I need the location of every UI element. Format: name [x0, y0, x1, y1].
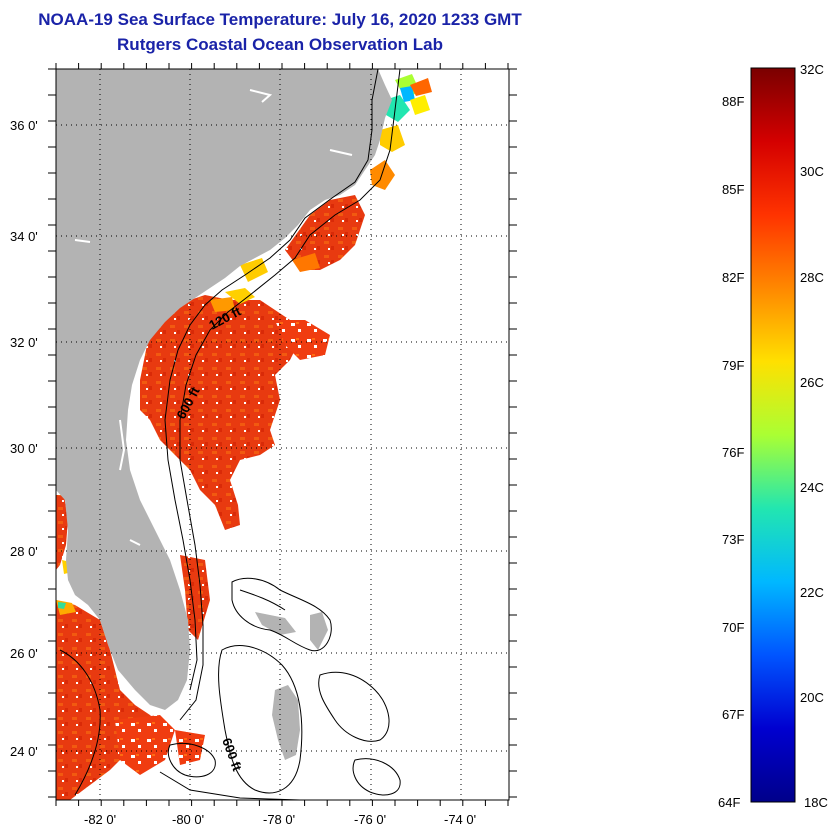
celsius-label: 24C — [800, 480, 824, 495]
fahrenheit-label: 76F — [722, 445, 745, 460]
lon-label: -80 0' — [172, 812, 204, 827]
celsius-label: 22C — [800, 585, 824, 600]
fahrenheit-label: 85F — [722, 182, 745, 197]
lat-label: 26 0' — [10, 646, 38, 661]
graticule — [56, 69, 509, 800]
fahrenheit-label: 73F — [722, 532, 745, 547]
fahrenheit-label: 64F — [718, 795, 741, 810]
latitude-labels: 36 0' 34 0' 32 0' 30 0' 28 0' 26 0' 24 0… — [10, 118, 38, 759]
lon-label: -76 0' — [354, 812, 386, 827]
celsius-label: 28C — [800, 270, 824, 285]
lon-label: -74 0' — [444, 812, 476, 827]
lat-label: 30 0' — [10, 441, 38, 456]
fahrenheit-label: 67F — [722, 707, 745, 722]
celsius-label: 26C — [800, 375, 824, 390]
fahrenheit-label: 70F — [722, 620, 745, 635]
lon-label: -82 0' — [84, 812, 116, 827]
bahamas-grand-bahama — [255, 612, 296, 635]
lon-label: -78 0' — [263, 812, 295, 827]
bahamas-abaco — [310, 612, 328, 650]
fahrenheit-label: 79F — [722, 358, 745, 373]
longitude-labels: -82 0' -80 0' -78 0' -76 0' -74 0' — [84, 812, 476, 827]
inland-lakes — [74, 89, 353, 546]
lat-label: 36 0' — [10, 118, 38, 133]
celsius-label: 18C — [804, 795, 828, 810]
lat-label: 34 0' — [10, 229, 38, 244]
fahrenheit-label: 88F — [722, 94, 745, 109]
lat-label: 32 0' — [10, 335, 38, 350]
bahamas-andros — [272, 685, 300, 760]
lat-label: 24 0' — [10, 744, 38, 759]
sst-data-layer — [56, 74, 432, 800]
bathymetry-contours — [59, 69, 401, 800]
land-us-southeast — [56, 69, 392, 710]
celsius-label: 30C — [800, 164, 824, 179]
fahrenheit-label: 82F — [722, 270, 745, 285]
celsius-label: 20C — [800, 690, 824, 705]
lat-label: 28 0' — [10, 544, 38, 559]
celsius-label: 32C — [800, 62, 824, 77]
axis-ticks — [48, 63, 517, 806]
map-title: NOAA-19 Sea Surface Temperature: July 16… — [38, 10, 522, 29]
colorbar — [750, 67, 796, 803]
map-subtitle: Rutgers Coastal Ocean Observation Lab — [117, 35, 443, 54]
